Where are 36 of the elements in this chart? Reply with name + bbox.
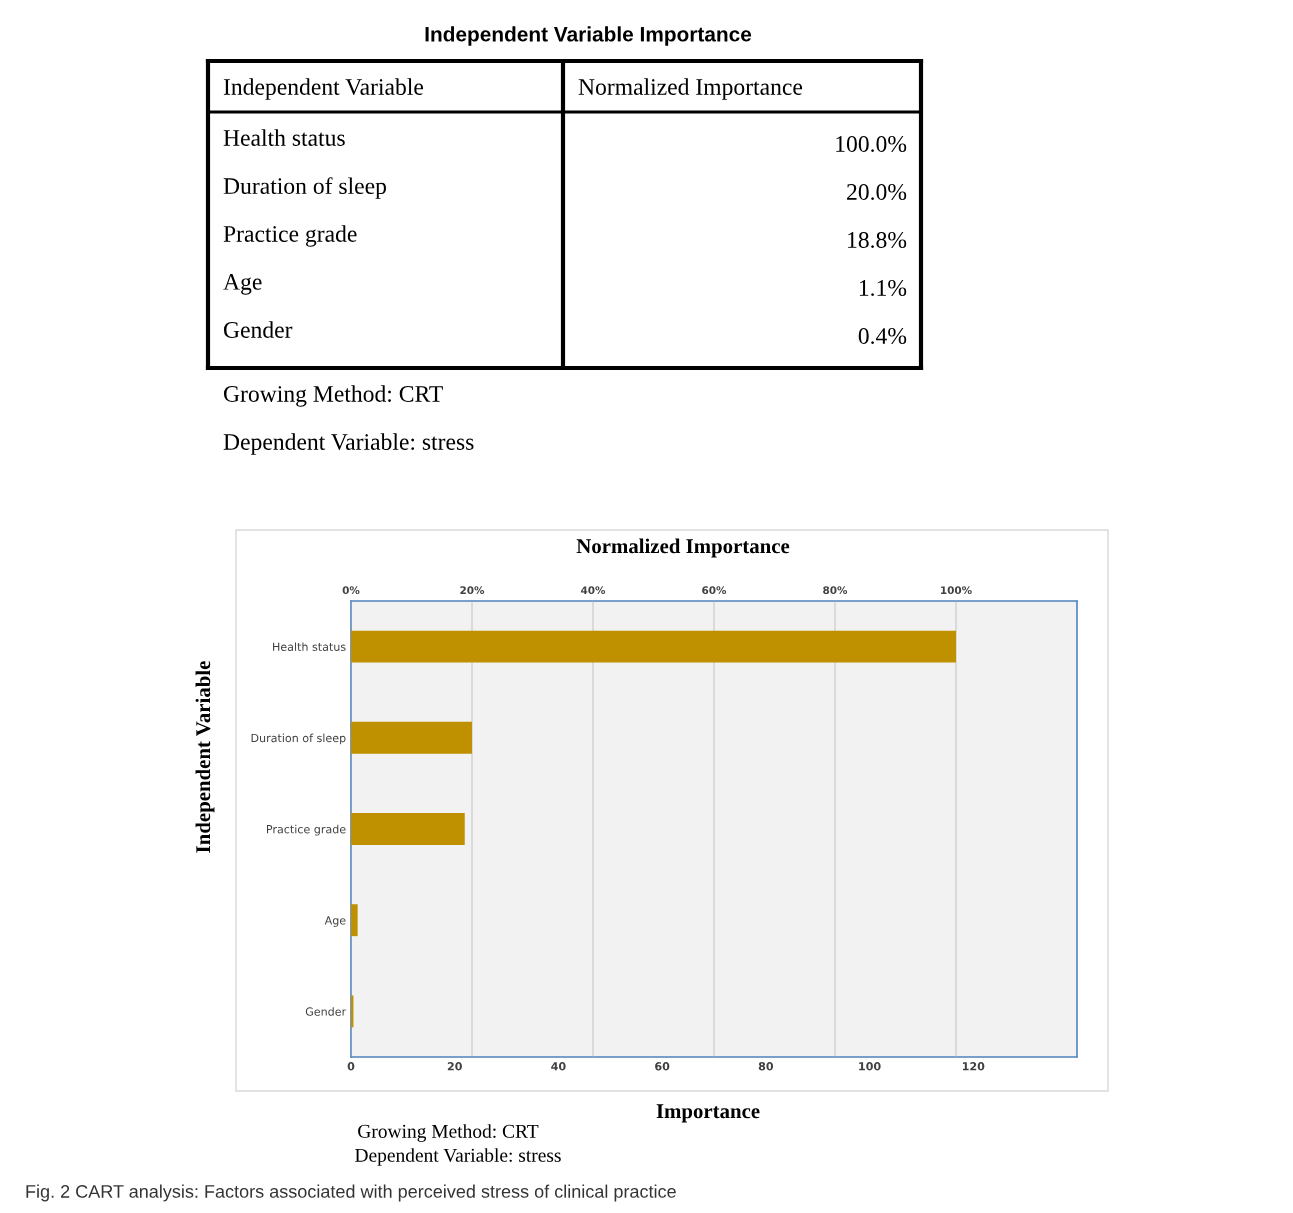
x-tick-label: 0 bbox=[347, 1062, 355, 1071]
text: Age bbox=[223, 274, 262, 295]
x2-tick-label: 0% bbox=[342, 586, 360, 595]
text: Gender bbox=[223, 321, 293, 338]
text: Dependent Variable: stress bbox=[355, 1148, 561, 1166]
y-tick-label: Health status bbox=[273, 642, 346, 651]
text: Growing Method: CRT bbox=[223, 385, 443, 407]
text: Normalized Importance bbox=[578, 78, 803, 100]
y-tick-label: Practice grade bbox=[267, 824, 346, 836]
x2-tick-label: 20% bbox=[460, 586, 485, 595]
x2-tick-label: 80% bbox=[823, 586, 848, 595]
chart-title: Normalized Importance bbox=[576, 538, 790, 558]
text: 20.0% bbox=[847, 183, 907, 201]
text: Independent Variable bbox=[223, 78, 424, 100]
text: 1.1% bbox=[859, 279, 907, 297]
caption: Fig. 2 CART analysis: Factors associated with perceived stress of clinical practice bbox=[26, 1184, 676, 1202]
x-tick-label: 60 bbox=[655, 1062, 670, 1071]
text: 0.4% bbox=[858, 327, 907, 345]
y-axis-title: Independent Variable bbox=[195, 661, 215, 853]
x2-tick-label: 100% bbox=[941, 586, 972, 595]
text: Growing Method: CRT bbox=[358, 1124, 539, 1142]
y-tick-label: Age bbox=[324, 916, 346, 927]
x-tick-label: 40 bbox=[551, 1062, 566, 1071]
y-tick-label: Duration of sleep bbox=[251, 733, 346, 745]
x-tick-label: 100 bbox=[859, 1062, 881, 1071]
x-tick-label: 80 bbox=[758, 1062, 774, 1071]
text: 100.0% bbox=[836, 135, 907, 153]
x-tick-label: 20 bbox=[447, 1062, 462, 1071]
y-tick-label: Gender bbox=[305, 1007, 347, 1016]
text: 18.8% bbox=[848, 231, 907, 249]
x-axis-title: Importance bbox=[656, 1104, 760, 1123]
x-tick-label: 120 bbox=[962, 1062, 985, 1071]
text: Dependent Variable: stress bbox=[223, 433, 474, 455]
x2-tick-label: 60% bbox=[702, 586, 727, 595]
x2-tick-label: 40% bbox=[581, 586, 606, 595]
text: Independent Variable Importance bbox=[425, 26, 752, 46]
